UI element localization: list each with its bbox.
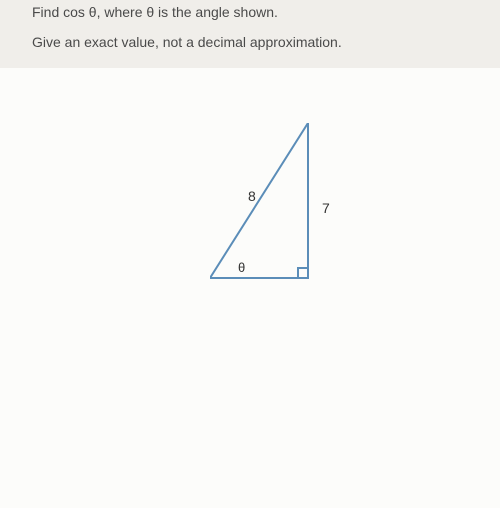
label-vertical: 7 — [322, 200, 330, 216]
label-hypotenuse: 8 — [248, 188, 256, 204]
triangle-shape — [210, 123, 308, 278]
question-line-2: Give an exact value, not a decimal appro… — [32, 34, 484, 50]
triangle-svg — [210, 123, 320, 288]
question-line-1: Find cos θ, where θ is the angle shown. — [32, 4, 484, 20]
label-angle: θ — [238, 260, 245, 275]
diagram-area: 8 7 θ — [0, 68, 500, 508]
triangle-container — [210, 123, 320, 293]
right-angle-marker — [298, 268, 308, 278]
question-text-area: Find cos θ, where θ is the angle shown. … — [0, 0, 500, 68]
